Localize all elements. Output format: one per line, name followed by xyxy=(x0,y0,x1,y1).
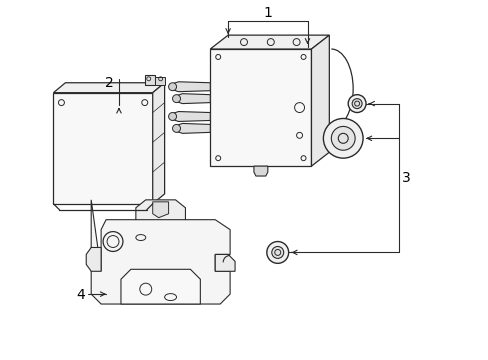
Polygon shape xyxy=(91,200,230,304)
Polygon shape xyxy=(86,247,101,271)
Text: 4: 4 xyxy=(76,288,84,302)
Circle shape xyxy=(347,95,366,113)
Polygon shape xyxy=(154,77,164,85)
Polygon shape xyxy=(152,202,168,218)
Polygon shape xyxy=(144,75,154,85)
Text: 2: 2 xyxy=(104,76,113,90)
Polygon shape xyxy=(172,82,210,92)
Circle shape xyxy=(168,83,176,91)
Polygon shape xyxy=(53,93,152,204)
Circle shape xyxy=(172,95,180,103)
Circle shape xyxy=(331,126,354,150)
Polygon shape xyxy=(172,112,210,121)
Circle shape xyxy=(266,242,288,264)
Polygon shape xyxy=(152,83,164,204)
Circle shape xyxy=(351,99,361,109)
Circle shape xyxy=(323,118,362,158)
Polygon shape xyxy=(121,269,200,304)
Polygon shape xyxy=(176,94,210,104)
Polygon shape xyxy=(210,35,328,49)
Circle shape xyxy=(172,125,180,132)
Polygon shape xyxy=(253,166,267,176)
Polygon shape xyxy=(311,35,328,166)
Polygon shape xyxy=(176,123,210,133)
Polygon shape xyxy=(210,49,311,166)
Polygon shape xyxy=(215,255,235,271)
Circle shape xyxy=(168,113,176,121)
Polygon shape xyxy=(136,200,185,220)
Text: 3: 3 xyxy=(402,171,410,185)
Polygon shape xyxy=(53,83,164,93)
Circle shape xyxy=(271,247,283,258)
Text: 1: 1 xyxy=(263,6,272,20)
